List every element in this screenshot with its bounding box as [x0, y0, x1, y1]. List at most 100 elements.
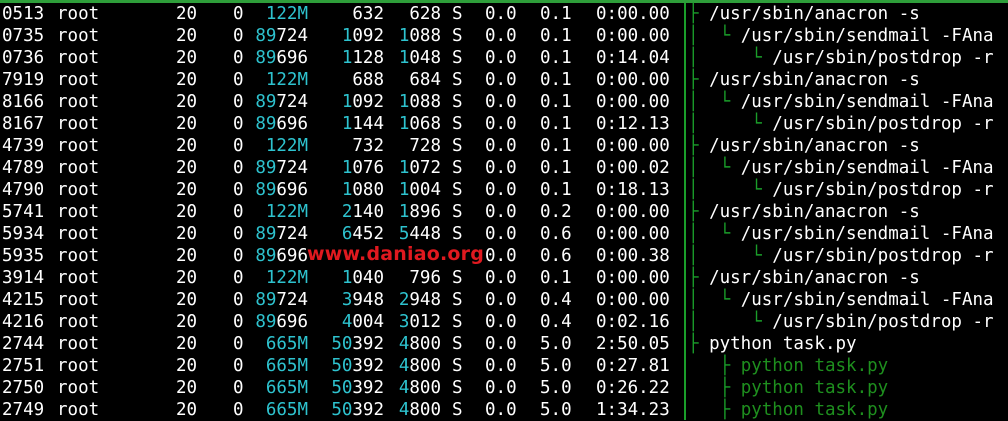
pid-cell: 3914 — [2, 268, 45, 288]
tree-branch: │ └ — [688, 290, 741, 310]
shr-cell: 5448 — [399, 223, 441, 245]
state-cell: S — [452, 26, 463, 46]
shr-cell: 4800 — [399, 399, 441, 421]
res-cell-rest: 392 — [352, 356, 384, 376]
res-cell-highlight: 1 — [341, 268, 353, 288]
tree-branch: │ └ — [688, 180, 773, 200]
virt-cell-highlight: 89 — [255, 26, 277, 46]
process-row[interactable]: 7919 root 20 0 122M 688 684 S 0.0 0.1 0:00.00 ├ /us… — [0, 69, 1008, 91]
process-row[interactable]: 4739 root 20 0 122M 732 728 S 0.0 0.1 0:00.00 ├ /us… — [0, 135, 1008, 157]
tree-branch: ├ — [688, 356, 741, 376]
process-row[interactable]: 4216 root 20 0 89696 4004 3012 S 0.0 0.4 0:02.16 │ … — [0, 311, 1008, 333]
virt-cell-rest: 696 — [276, 180, 308, 200]
cpu-cell: 0.0 — [485, 202, 517, 222]
pid-cell: 2744 — [2, 334, 45, 354]
cpu-cell: 0.0 — [485, 378, 517, 398]
cpu-cell: 0.0 — [485, 400, 517, 420]
res-cell: 732 — [352, 135, 384, 157]
res-cell-highlight: 6 — [341, 224, 353, 244]
process-row[interactable]: 0513 root 20 0 122M 632 628 S 0.0 0.1 0:00.00 ├ /us… — [0, 3, 1008, 25]
shr-cell: 1048 — [399, 47, 441, 69]
process-row[interactable]: 2749 root 20 0 665M 50392 4800 S 0.0 5.0 1:34.23 ├… — [0, 399, 1008, 421]
time-cell: 0:00.00 — [596, 268, 670, 288]
mem-cell: 0.1 — [540, 4, 572, 24]
user-cell: root — [57, 378, 100, 398]
tree-branch: │ └ — [688, 114, 773, 134]
mem-cell: 0.4 — [540, 312, 572, 332]
virt-cell: 122M — [266, 135, 308, 157]
shr-cell: 1088 — [399, 91, 441, 113]
shr-cell-rest: 948 — [409, 290, 441, 310]
time-cell: 0:27.81 — [596, 356, 670, 376]
state-cell: S — [452, 400, 463, 420]
priority-cell: 20 — [176, 114, 198, 134]
process-row[interactable]: 3914 root 20 0 122M 1040 796 S 0.0 0.1 0:00.00 ├ /u… — [0, 267, 1008, 289]
process-row[interactable]: 8167 root 20 0 89696 1144 1068 S 0.0 0.1 0:12.13 │ … — [0, 113, 1008, 135]
res-cell-rest: 392 — [352, 400, 384, 420]
process-row[interactable]: 5935 root 20 0 89696 0.0 0.6 0:00.38 │ └ /usr/sb… — [0, 245, 1008, 267]
shr-cell-rest: 684 — [409, 70, 441, 90]
res-cell: 6452 — [342, 223, 384, 245]
process-row[interactable]: 2750 root 20 0 665M 50392 4800 S 0.0 5.0 0:26.22 ├… — [0, 377, 1008, 399]
virt-cell: 89696 — [255, 311, 308, 333]
virt-cell: 89696 — [255, 179, 308, 201]
time-cell: 0:00.00 — [596, 26, 670, 46]
priority-cell: 20 — [176, 136, 198, 156]
process-row[interactable]: 5741 root 20 0 122M 2140 1896 S 0.0 0.2 0:00.00 ├ /… — [0, 201, 1008, 223]
res-cell-highlight: 3 — [341, 290, 353, 310]
mem-cell: 5.0 — [540, 400, 572, 420]
command-cell: ├ /usr/sbin/anacron -s — [688, 3, 920, 25]
virt-cell-rest: 696 — [276, 312, 308, 332]
shr-cell: 1088 — [399, 25, 441, 47]
process-row[interactable]: 2751 root 20 0 665M 50392 4800 S 0.0 5.0 0:27.81 ├… — [0, 355, 1008, 377]
process-row[interactable]: 0736 root 20 0 89696 1128 1048 S 0.0 0.1 0:14.04 │ … — [0, 47, 1008, 69]
shr-cell-highlight: 1 — [398, 202, 410, 222]
time-cell: 0:00.38 — [596, 246, 670, 266]
shr-cell-highlight: 1 — [398, 26, 410, 46]
time-cell: 0:00.00 — [596, 92, 670, 112]
state-cell: S — [452, 268, 463, 288]
res-cell: 1076 — [342, 157, 384, 179]
process-list[interactable]: 0513 root 20 0 122M 632 628 S 0.0 0.1 0:00.00 ├ /us… — [0, 3, 1008, 421]
pid-cell: 0513 — [2, 4, 45, 24]
time-cell: 0:00.00 — [596, 136, 670, 156]
process-row[interactable]: 4789 root 20 0 89724 1076 1072 S 0.0 0.1 0:00.02 │ … — [0, 157, 1008, 179]
res-cell-rest: 452 — [352, 224, 384, 244]
res-cell: 632 — [352, 3, 384, 25]
mem-cell: 0.2 — [540, 202, 572, 222]
res-cell-highlight: 1 — [341, 180, 353, 200]
priority-cell: 20 — [176, 70, 198, 90]
virt-cell-highlight: 89 — [255, 224, 277, 244]
mem-cell: 0.1 — [540, 180, 572, 200]
process-row[interactable]: 8166 root 20 0 89724 1092 1088 S 0.0 0.1 0:00.00 │ … — [0, 91, 1008, 113]
command-text: python task.py — [709, 334, 857, 354]
tree-branch: │ └ — [688, 26, 741, 46]
state-cell: S — [452, 92, 463, 112]
process-row[interactable]: 2744 root 20 0 665M 50392 4800 S 0.0 5.0 2:50.05 ├ … — [0, 333, 1008, 355]
virt-cell-highlight: 122M — [265, 4, 308, 24]
res-cell-rest: 092 — [352, 92, 384, 112]
nice-cell: 0 — [233, 268, 244, 288]
user-cell: root — [57, 400, 100, 420]
process-row[interactable]: 5934 root 20 0 89724 6452 5448 S 0.0 0.6 0:00.00 │ … — [0, 223, 1008, 245]
shr-cell-highlight: 1 — [398, 158, 410, 178]
res-cell: 4004 — [342, 311, 384, 333]
user-cell: root — [57, 356, 100, 376]
cpu-cell: 0.0 — [485, 334, 517, 354]
res-cell-rest: 392 — [352, 334, 384, 354]
user-cell: root — [57, 312, 100, 332]
state-cell: S — [452, 334, 463, 354]
user-cell: root — [57, 290, 100, 310]
command-cell: │ └ /usr/sbin/sendmail -FAna — [688, 289, 994, 311]
res-cell: 50392 — [331, 399, 384, 421]
res-cell-rest: 004 — [352, 312, 384, 332]
nice-cell: 0 — [233, 158, 244, 178]
process-row[interactable]: 4790 root 20 0 89696 1080 1004 S 0.0 0.1 0:18.13 │ … — [0, 179, 1008, 201]
command-cell: ├ python task.py — [688, 399, 889, 421]
shr-cell: 1072 — [399, 157, 441, 179]
state-cell: S — [452, 158, 463, 178]
nice-cell: 0 — [233, 114, 244, 134]
process-row[interactable]: 4215 root 20 0 89724 3948 2948 S 0.0 0.4 0:00.00 │ … — [0, 289, 1008, 311]
mem-cell: 5.0 — [540, 334, 572, 354]
process-row[interactable]: 0735 root 20 0 89724 1092 1088 S 0.0 0.1 0:00.00 │ … — [0, 25, 1008, 47]
